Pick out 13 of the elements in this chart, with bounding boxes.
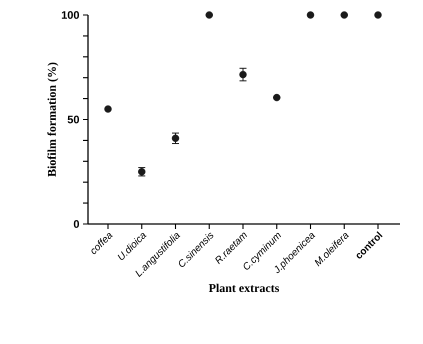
point bbox=[273, 94, 280, 102]
point bbox=[306, 11, 314, 19]
point bbox=[172, 134, 180, 142]
point bbox=[340, 11, 348, 19]
point bbox=[104, 105, 112, 113]
y-tick-label: 100 bbox=[62, 11, 80, 19]
y-tick-label: 50 bbox=[68, 116, 80, 124]
point bbox=[374, 11, 382, 19]
y-tick-label: 0 bbox=[74, 220, 80, 228]
point bbox=[206, 11, 213, 19]
y-axis-title: Biofilm formation (%) bbox=[47, 62, 58, 177]
x-axis-title: Plant extracts bbox=[208, 284, 280, 292]
point bbox=[239, 70, 247, 78]
